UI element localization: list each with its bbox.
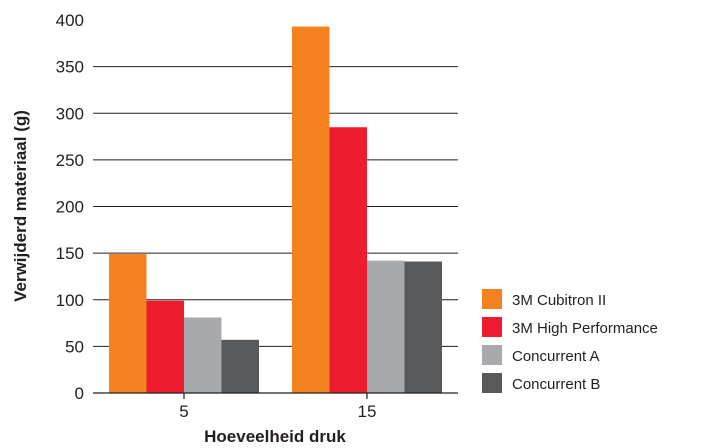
y-tick-label: 350 [56, 58, 84, 77]
y-tick-label: 250 [56, 151, 84, 170]
bar [184, 317, 222, 393]
bar [109, 254, 147, 393]
bar [404, 261, 442, 393]
y-tick-label: 300 [56, 104, 84, 123]
gridlines [93, 66, 458, 347]
bars [109, 26, 442, 394]
y-axis-title: Verwijderd materiaal (g) [11, 110, 30, 302]
legend-swatch [482, 373, 502, 393]
bar [329, 127, 367, 394]
y-tick-label: 50 [65, 337, 84, 356]
legend: 3M Cubitron II 3M High Performance Concurr… [482, 289, 658, 393]
bar [221, 339, 259, 393]
x-tick-label: 15 [358, 402, 377, 421]
legend-label: Concurrent B [512, 376, 600, 393]
y-tick-label: 100 [56, 291, 84, 310]
y-tick-label: 150 [56, 244, 84, 263]
bar [292, 26, 330, 394]
axes: 0 50 100 150 200 250 300 350 400 5 15 [56, 11, 458, 421]
y-tick-label: 200 [56, 198, 84, 217]
legend-label: 3M Cubitron II [512, 292, 606, 309]
legend-swatch [482, 317, 502, 337]
legend-label: Concurrent A [512, 348, 600, 365]
legend-swatch [482, 345, 502, 365]
legend-label: 3M High Performance [512, 320, 658, 337]
bar [367, 260, 405, 393]
legend-swatch [482, 289, 502, 309]
y-tick-label: 0 [75, 384, 84, 403]
y-tick-label: 400 [56, 11, 84, 30]
bar [146, 300, 184, 393]
x-axis-title: Hoeveelheid druk [204, 427, 346, 446]
x-tick-label: 5 [179, 402, 188, 421]
